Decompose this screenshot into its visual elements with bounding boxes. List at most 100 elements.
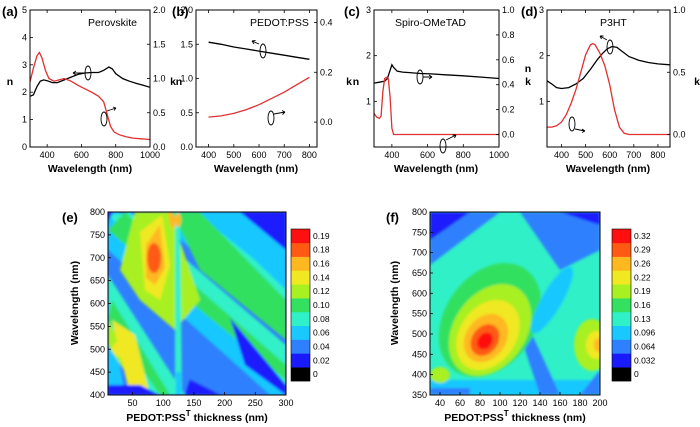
panel-e-colorbar-swatch: [291, 270, 310, 285]
panel-f-label: (f): [386, 210, 399, 225]
panel-b-xtick-label: 700: [277, 150, 292, 160]
panel-e-colorbar-label: 0.04: [313, 341, 330, 351]
panel-f: (f): [386, 207, 656, 424]
panel-c-ytick-left-label: 1: [366, 96, 371, 106]
panel-f-ytick-label: 800: [412, 207, 427, 217]
panel-d-annotations: [568, 35, 614, 133]
panel-e-colorbar-swatch: [291, 284, 310, 299]
panel-c-annotations: [416, 69, 457, 154]
panel-c-series-n: [374, 63, 499, 84]
panel-e-colorbar-label: 0.12: [313, 286, 330, 296]
panel-f-colorbar-swatch: [612, 367, 631, 382]
panel-e-colorbar-swatch: [291, 325, 310, 340]
panel-c-plot-area: [374, 63, 499, 136]
panel-b-left-arrow: [251, 40, 260, 45]
panel-d-xtick-label: 400: [554, 150, 569, 160]
panel-b-series-k: [208, 76, 310, 118]
panel-f-xtick-label: 80: [475, 398, 485, 408]
panel-f-ytick-label: 700: [412, 248, 427, 258]
panel-e-xtick-label: 150: [186, 398, 201, 408]
panel-f-colorbar-label: 0.26: [634, 259, 651, 269]
panel-a-left-arrow: [72, 70, 84, 76]
panel-d-right-arrow: [574, 128, 586, 133]
panel-e-colorbar-label: 0.10: [313, 300, 330, 310]
panel-b-n-marker: [259, 43, 267, 59]
panel-c-xtick-label: 800: [456, 150, 471, 160]
panel-b-ytick-right-label: 0.4: [320, 17, 333, 27]
panel-a-plot-area: [30, 51, 150, 141]
panel-b-xtick-label: 500: [226, 150, 241, 160]
panel-f-colorbar-label: 0.32: [634, 231, 651, 241]
panel-b-xtick-label: 400: [201, 150, 216, 160]
panel-d-xtick-label: 700: [626, 150, 641, 160]
panel-f-colorbar-swatch: [612, 242, 631, 257]
panel-f-xtick-label: 60: [455, 398, 465, 408]
panel-f-colorbar-label: 0.16: [634, 300, 651, 310]
panel-e-colorbar: 0 0.02 0.04 0.06 0.08 0.10 0.12 0.14 0.16 0.18 0.1…: [290, 228, 330, 382]
panel-a-xtick-label: 1000: [140, 150, 160, 160]
panel-f-ytick-label: 400: [412, 370, 427, 380]
panel-e-colorbar-label: 0.19: [313, 231, 330, 241]
panel-e-ticks: 50 100 150 200 250 300 400 450 500 550 600 650 700 75…: [90, 207, 294, 408]
panel-d-n-marker: [606, 39, 614, 55]
panel-f-ytick-label: 450: [412, 349, 427, 359]
panel-d-left-arrow: [599, 35, 608, 41]
panel-c-series-k: [374, 76, 499, 136]
panel-f-colorbar-swatch: [612, 284, 631, 299]
panel-e-colorbar-swatch: [291, 339, 310, 354]
panel-f-colorbar-swatch: [612, 298, 631, 313]
panel-d-title: P3HT: [600, 17, 627, 29]
panel-b-ytick-right-label: 0.2: [320, 67, 333, 77]
panel-a-ytick-left-label: 5: [22, 5, 27, 15]
panel-d: (d) P3HT 400 500 600 700 800 1 2 3 0.0 0.5 1.0 Wav…: [521, 4, 700, 175]
panel-e-colorbar-label: 0: [313, 369, 318, 379]
panel-d-ytick-right-label: 0.5: [673, 67, 686, 77]
panel-b-ytick-right-label: 0.0: [320, 117, 333, 127]
panel-e-ytick-label: 650: [90, 276, 105, 286]
panel-d-ytick-left-label: 1: [539, 96, 544, 106]
panel-b-ticks: 400 500 600 700 800 0.0 0.5 1.0 1.5 2.0 0.0 0.2 0.4: [180, 5, 332, 160]
panel-a-ticks: 400 600 800 1000 0 1 2 3 4 5 0.0 0.5 1.0 1.5 2.0: [22, 5, 166, 160]
panel-b-k-marker: [267, 110, 275, 126]
panel-e-xtick-label: 50: [128, 398, 138, 408]
panel-a-xtick-label: 800: [108, 150, 123, 160]
panel-c-frame: [373, 9, 500, 148]
panel-f-colorbar-swatch: [612, 256, 631, 271]
panel-d-ylabel-left: n: [525, 63, 531, 75]
panel-e-ytick-label: 750: [90, 230, 105, 240]
panel-e-xtick-label: 300: [278, 398, 293, 408]
panel-d-label: (d): [521, 4, 538, 19]
panel-d-ticks: 400 500 600 700 800 1 2 3 0.0 0.5 1.0: [539, 5, 686, 160]
panel-a-xtick-label: 400: [40, 150, 55, 160]
panel-f-frame: [429, 211, 601, 396]
panel-f-colorbar-label: 0.29: [634, 245, 651, 255]
panel-f-xtick-label: 200: [592, 398, 607, 408]
panel-b-plot-area: [208, 41, 310, 118]
panel-e-label: (e): [62, 210, 78, 225]
panel-c-ytick-left-label: 2: [366, 51, 371, 61]
panel-f-ytick-label: 500: [412, 329, 427, 339]
panel-c-right-arrow: [445, 134, 457, 141]
panel-e-ytick-label: 400: [90, 390, 105, 400]
panel-c-ylabel-left: n: [353, 76, 359, 88]
panel-e-ylabel: Wavelength (nm): [69, 261, 81, 345]
panel-a-ylabel-right: k: [170, 76, 176, 88]
panel-c-ytick-right-label: 0.4: [502, 80, 515, 90]
panel-c-label: (c): [344, 4, 360, 19]
panel-d-ytick-right-label: 1.0: [673, 5, 686, 15]
panel-f-ytick-label: 350: [412, 390, 427, 400]
panel-a-ytick-right-label: 0.5: [153, 108, 166, 118]
panel-b-ylabel-left: n: [176, 76, 182, 88]
panel-e-colorbar-label: 0.18: [313, 245, 330, 255]
panel-c-ytick-right-label: 0.8: [502, 30, 515, 40]
panel-b-annotations: [251, 40, 286, 126]
panel-d-ytick-left-label: 3: [539, 5, 544, 15]
panel-e-colorbar-label: 0.02: [313, 355, 330, 365]
panel-d-xtick-label: 500: [578, 150, 593, 160]
panel-f-xlabel: PEDOT:PSST thickness (nm): [444, 409, 585, 424]
panel-e-colorbar-swatch: [291, 367, 310, 382]
panel-a-k-marker: [100, 111, 108, 127]
panel-f-colorbar-label: 0.13: [634, 314, 651, 324]
panel-f-ytick-label: 600: [412, 288, 427, 298]
panel-e-contour-map: [108, 212, 286, 395]
